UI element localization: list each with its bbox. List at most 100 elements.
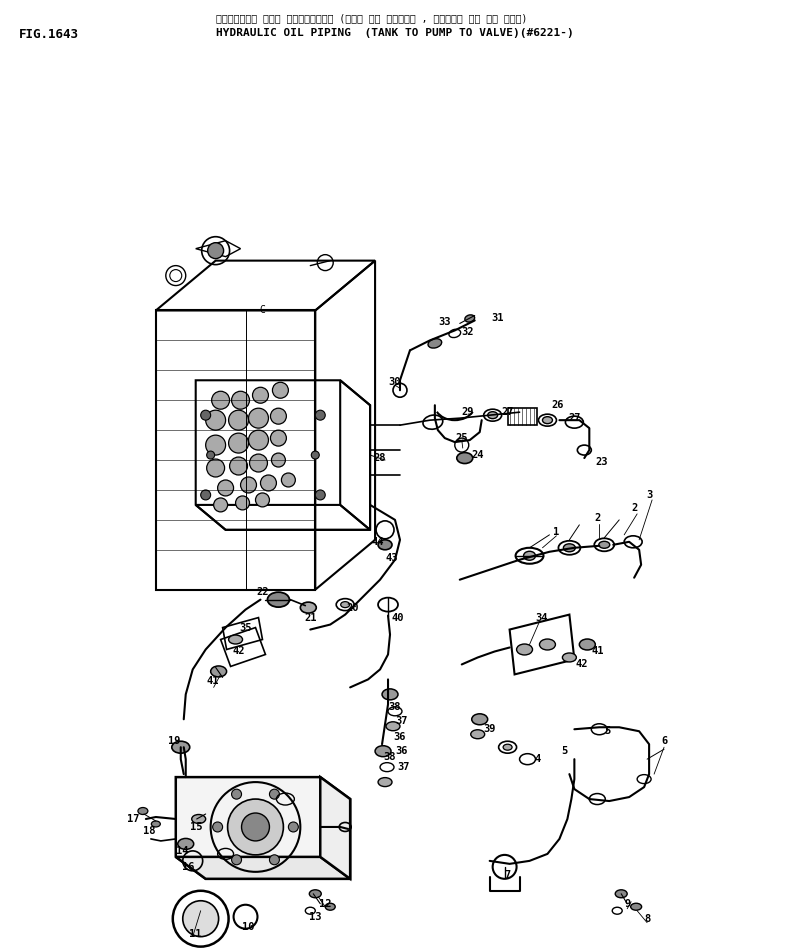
Text: 39: 39 [483, 724, 496, 734]
Circle shape [232, 855, 241, 864]
Ellipse shape [341, 601, 350, 608]
Circle shape [316, 490, 325, 500]
Ellipse shape [471, 713, 488, 725]
Circle shape [248, 408, 268, 428]
Circle shape [218, 480, 233, 496]
Text: 26: 26 [551, 400, 564, 410]
Ellipse shape [563, 543, 575, 552]
Circle shape [249, 454, 267, 472]
Text: 14: 14 [176, 846, 189, 856]
Ellipse shape [562, 653, 577, 662]
Ellipse shape [517, 644, 532, 655]
Text: 16: 16 [183, 862, 195, 872]
Circle shape [206, 451, 214, 459]
Ellipse shape [309, 890, 321, 898]
Text: 5: 5 [604, 726, 611, 736]
Text: 22: 22 [256, 587, 269, 597]
Circle shape [208, 242, 224, 258]
Circle shape [270, 789, 279, 799]
Text: 38: 38 [388, 702, 401, 712]
Text: 25: 25 [456, 433, 468, 443]
Circle shape [272, 382, 289, 398]
Text: 42: 42 [575, 659, 588, 670]
Text: 5: 5 [562, 746, 567, 756]
Text: 34: 34 [536, 613, 547, 622]
Text: 7: 7 [505, 870, 511, 880]
Circle shape [232, 391, 249, 409]
Circle shape [229, 457, 248, 475]
Ellipse shape [428, 339, 441, 348]
Circle shape [252, 388, 268, 403]
Circle shape [240, 477, 256, 493]
Polygon shape [176, 777, 350, 879]
Ellipse shape [191, 814, 206, 824]
Ellipse shape [378, 778, 392, 787]
Ellipse shape [488, 411, 498, 419]
Circle shape [236, 496, 249, 510]
Circle shape [201, 490, 210, 500]
Circle shape [271, 430, 286, 446]
Text: 13: 13 [309, 912, 321, 922]
Ellipse shape [375, 746, 391, 756]
Circle shape [206, 459, 225, 477]
Text: 18: 18 [142, 826, 155, 836]
Text: 40: 40 [392, 613, 404, 622]
Ellipse shape [539, 639, 555, 650]
Ellipse shape [378, 540, 392, 550]
Ellipse shape [599, 542, 610, 548]
Ellipse shape [524, 551, 536, 560]
Text: 35: 35 [240, 622, 252, 633]
Ellipse shape [465, 314, 475, 322]
Text: 38: 38 [384, 752, 396, 762]
Circle shape [232, 789, 241, 799]
Circle shape [271, 453, 286, 467]
Circle shape [241, 813, 270, 841]
Circle shape [229, 410, 248, 430]
Text: 2: 2 [594, 513, 600, 522]
Circle shape [214, 498, 228, 512]
Ellipse shape [543, 417, 552, 424]
Ellipse shape [579, 639, 596, 650]
Ellipse shape [172, 741, 190, 753]
Text: 41: 41 [206, 676, 219, 687]
Text: 29: 29 [461, 408, 474, 417]
Circle shape [271, 408, 286, 424]
Ellipse shape [325, 903, 335, 910]
Ellipse shape [471, 730, 485, 739]
Ellipse shape [210, 666, 226, 677]
Circle shape [213, 822, 222, 832]
Text: 27: 27 [568, 413, 581, 423]
Text: 31: 31 [491, 314, 504, 323]
Polygon shape [176, 857, 350, 879]
Text: 41: 41 [591, 647, 604, 656]
Text: 42: 42 [233, 647, 244, 656]
Text: ハイト゚ロック オイル パイピンク゚ (タンク から ポンプ゚ , ポンプ゚ から パ ルプ): ハイト゚ロック オイル パイピンク゚ (タンク から ポンプ゚ , ポン… [216, 13, 527, 24]
Text: 37: 37 [396, 716, 408, 727]
Polygon shape [320, 777, 350, 879]
Text: 17: 17 [127, 814, 139, 824]
Text: 23: 23 [595, 457, 607, 467]
Circle shape [206, 435, 225, 455]
Text: 12: 12 [319, 899, 331, 909]
Ellipse shape [178, 839, 194, 849]
Circle shape [229, 433, 248, 453]
Text: 10: 10 [242, 922, 255, 932]
Circle shape [289, 822, 298, 832]
Text: 27: 27 [501, 408, 514, 417]
Ellipse shape [151, 821, 161, 826]
Circle shape [212, 391, 229, 409]
Circle shape [312, 451, 320, 459]
Ellipse shape [267, 592, 290, 607]
Circle shape [316, 410, 325, 420]
Text: 19: 19 [168, 736, 180, 746]
Text: 33: 33 [438, 317, 451, 328]
Text: 36: 36 [394, 732, 407, 742]
Circle shape [255, 493, 270, 507]
Text: 2: 2 [631, 503, 638, 513]
Text: 21: 21 [304, 613, 316, 622]
Circle shape [201, 410, 210, 420]
Ellipse shape [386, 722, 400, 731]
Text: 8: 8 [644, 914, 650, 923]
Ellipse shape [615, 890, 627, 898]
Circle shape [282, 473, 295, 487]
